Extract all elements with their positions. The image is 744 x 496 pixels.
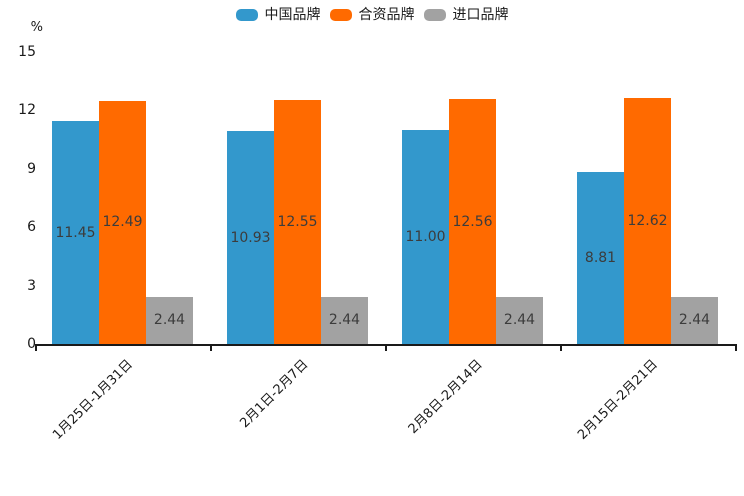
x-axis-tick [35,344,37,351]
bar-value-label: 2.44 [153,312,186,329]
x-category-label: 2月1日-2月7日 [237,357,312,432]
bar-value-label: 11.45 [55,224,96,241]
y-axis-unit-label: % [30,20,43,35]
legend-swatch-进口品牌 [423,9,446,21]
bar-value-label: 2.44 [328,312,361,329]
y-tick-label: 0 [27,336,36,352]
y-tick-label: 12 [18,102,36,119]
x-axis-tick [560,344,562,351]
bar-value-label: 12.62 [627,213,668,230]
bar-进口品牌 [146,296,193,344]
bar-合资品牌 [624,98,671,344]
bar-进口品牌 [496,296,543,344]
bar-中国品牌 [577,172,624,344]
legend-label: 合资品牌 [358,7,415,23]
bar-value-label: 8.81 [584,250,617,267]
bar-value-label: 12.49 [102,214,143,231]
bar-合资品牌 [449,99,496,344]
legend-label: 进口品牌 [452,7,509,23]
x-axis-tick [735,344,737,351]
bar-中国品牌 [52,121,99,344]
legend-label: 中国品牌 [264,7,321,23]
bar-value-label: 12.55 [277,213,318,230]
bar-中国品牌 [227,131,274,344]
bar-进口品牌 [671,296,718,344]
y-tick-label: 15 [18,44,36,60]
x-category-label: 2月15日-2月21日 [575,357,662,443]
legend-item: 合资品牌 [329,6,415,24]
bar-中国品牌 [402,129,449,344]
bar-合资品牌 [274,99,321,344]
bar-value-label: 11.00 [405,228,446,245]
bar-value-label: 10.93 [230,229,271,246]
y-tick-label: 6 [27,219,36,236]
x-category-label: 2月8日-2月14日 [406,357,487,437]
x-axis-tick [385,344,387,351]
y-tick-label: 9 [27,160,36,177]
chart-legend: 中国品牌 合资品牌 进口品牌 [0,6,744,24]
bar-value-label: 2.44 [503,312,536,329]
x-category-label: 1月25日-1月31日 [50,357,137,443]
legend-swatch-合资品牌 [329,9,352,21]
bar-value-label: 12.56 [452,213,493,230]
y-tick-label: 3 [27,277,36,294]
legend-item: 中国品牌 [235,6,321,24]
x-axis-tick [210,344,212,351]
bar-进口品牌 [321,296,368,344]
bar-value-label: 2.44 [678,312,711,329]
bar-合资品牌 [99,100,146,344]
legend-swatch-中国品牌 [235,9,258,21]
legend-item: 进口品牌 [423,6,509,24]
